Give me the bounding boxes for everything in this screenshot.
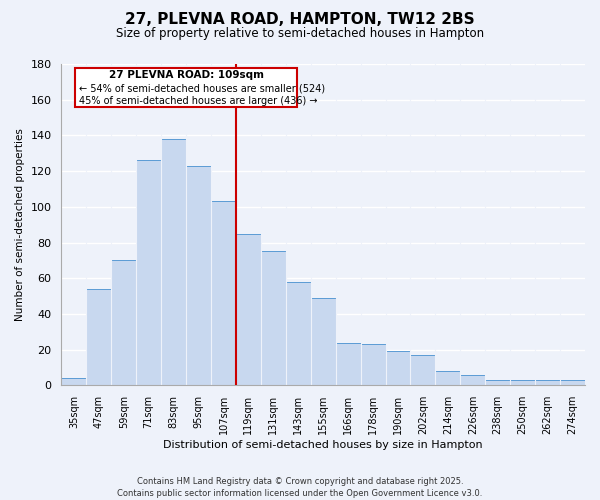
- Bar: [261, 252, 286, 386]
- Bar: [286, 282, 311, 386]
- Text: ← 54% of semi-detached houses are smaller (524): ← 54% of semi-detached houses are smalle…: [79, 84, 325, 94]
- Bar: [236, 234, 261, 386]
- Text: Size of property relative to semi-detached houses in Hampton: Size of property relative to semi-detach…: [116, 28, 484, 40]
- Text: Contains HM Land Registry data © Crown copyright and database right 2025.: Contains HM Land Registry data © Crown c…: [137, 478, 463, 486]
- Bar: [335, 342, 361, 386]
- Bar: [510, 380, 535, 386]
- Bar: [485, 380, 510, 386]
- Y-axis label: Number of semi-detached properties: Number of semi-detached properties: [15, 128, 25, 321]
- Bar: [361, 344, 386, 386]
- Bar: [61, 378, 86, 386]
- Bar: [111, 260, 136, 386]
- Bar: [386, 352, 410, 386]
- Bar: [560, 380, 585, 386]
- Bar: [211, 202, 236, 386]
- Bar: [161, 139, 186, 386]
- Bar: [436, 371, 460, 386]
- Bar: [460, 374, 485, 386]
- Text: Contains public sector information licensed under the Open Government Licence v3: Contains public sector information licen…: [118, 489, 482, 498]
- Text: 45% of semi-detached houses are larger (436) →: 45% of semi-detached houses are larger (…: [79, 96, 317, 106]
- Text: 27 PLEVNA ROAD: 109sqm: 27 PLEVNA ROAD: 109sqm: [109, 70, 263, 80]
- FancyBboxPatch shape: [75, 68, 297, 107]
- X-axis label: Distribution of semi-detached houses by size in Hampton: Distribution of semi-detached houses by …: [163, 440, 483, 450]
- Text: 27, PLEVNA ROAD, HAMPTON, TW12 2BS: 27, PLEVNA ROAD, HAMPTON, TW12 2BS: [125, 12, 475, 28]
- Bar: [410, 355, 436, 386]
- Bar: [535, 380, 560, 386]
- Bar: [86, 289, 111, 386]
- Bar: [136, 160, 161, 386]
- Bar: [311, 298, 335, 386]
- Bar: [186, 166, 211, 386]
